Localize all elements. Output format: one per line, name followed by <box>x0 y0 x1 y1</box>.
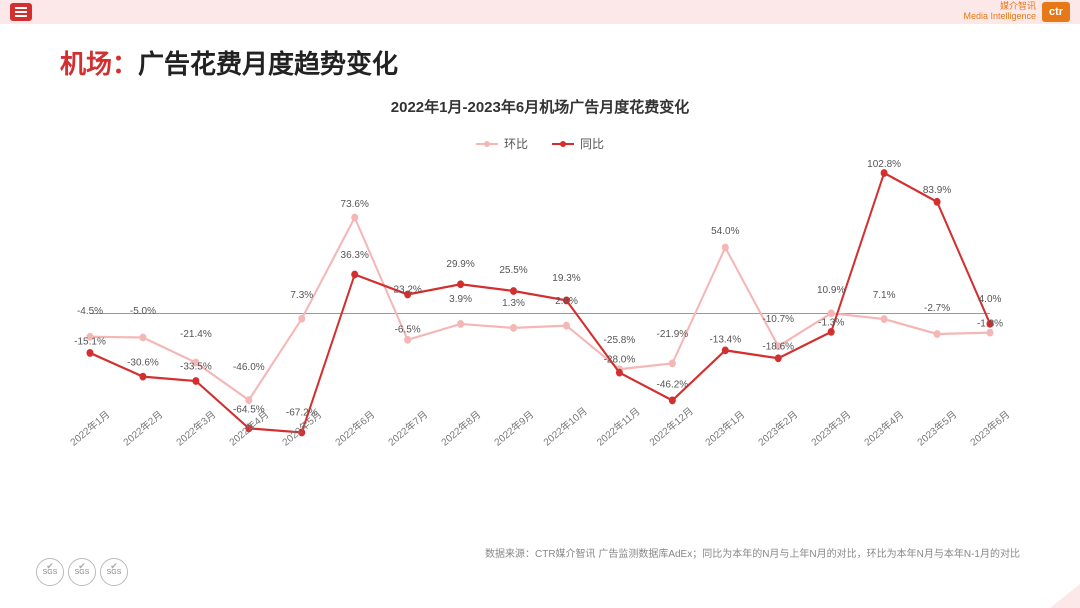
content: 机场：广告花费月度趋势变化 2022年1月-2023年6月机场广告月度花费变化 … <box>0 24 1080 482</box>
datapoint-label: 36.3% <box>341 250 369 261</box>
legend-item-yoy: 同比 <box>552 135 604 152</box>
datapoint-label: 102.8% <box>867 159 901 170</box>
datapoint-label: 23.2% <box>393 284 421 295</box>
brand-logo: ctr <box>1042 2 1070 22</box>
datapoint-label: -2.7% <box>924 303 950 314</box>
datapoint-label: -21.9% <box>657 329 689 340</box>
sgs-badge-icon: SGS <box>68 558 96 586</box>
corner-decoration <box>1050 584 1080 608</box>
datapoint-label: 3.9% <box>449 294 472 305</box>
datapoint-label: -33.5% <box>180 362 212 373</box>
brand: 媒介智讯 Media Intelligence ctr <box>963 2 1070 22</box>
datapoint-label: -28.0% <box>604 354 636 365</box>
datapoint-label: -10.7% <box>762 314 794 325</box>
brand-en: Media Intelligence <box>963 12 1036 22</box>
plot-area: -4.5%-5.0%-21.4%-46.0%7.3%73.6%-6.5%3.9%… <box>90 162 990 452</box>
legend-item-mom: 环比 <box>476 135 528 152</box>
datapoint-label: -30.6% <box>127 358 159 369</box>
sgs-badge-icon: SGS <box>36 558 64 586</box>
legend-swatch-yoy <box>552 143 574 145</box>
datapoint-label: -21.4% <box>180 329 212 340</box>
legend-swatch-mom <box>476 143 498 145</box>
chart: -4.5% -5.0% -21.4% -46.0% 7.3% 73.6% -6.5% 3.9%… <box>60 162 1020 482</box>
footnote: 数据来源：CTR媒介智讯 广告监测数据库AdEx；同比为本年的N月与上年N月的对… <box>485 545 1020 560</box>
datapoint-label: 83.9% <box>923 185 951 196</box>
datapoint-label: -6.5% <box>395 325 421 336</box>
datapoint-label: 73.6% <box>341 199 369 210</box>
chart-legend: 环比 同比 <box>60 135 1020 152</box>
datapoint-label: -1.3% <box>818 318 844 329</box>
datapoint-label: 19.3% <box>552 273 580 284</box>
datapoint-label: -1.8% <box>977 318 1003 329</box>
datapoint-label: 2.8% <box>555 295 578 306</box>
sgs-badge-icon: SGS <box>100 558 128 586</box>
datapoint-label: 10.9% <box>817 284 845 295</box>
datapoint-label: 29.9% <box>446 258 474 269</box>
datapoint-label: -46.2% <box>657 379 689 390</box>
datapoint-label: 54.0% <box>711 225 739 236</box>
certification-badges: SGS SGS SGS <box>36 558 128 586</box>
datapoint-label: -15.1% <box>74 336 106 347</box>
datapoint-label: -46.0% <box>233 362 265 373</box>
datapoint-label: -4.5% <box>77 305 103 316</box>
datapoint-label: -25.8% <box>604 335 636 346</box>
title-rest: 广告花费月度趋势变化 <box>138 49 398 79</box>
datapoint-label: 4.0% <box>979 294 1002 305</box>
datapoint-label: 1.3% <box>502 298 525 309</box>
datapoint-label: 25.5% <box>499 264 527 275</box>
page-title: 机场：广告花费月度趋势变化 <box>60 44 1020 81</box>
datapoint-label: 7.3% <box>290 289 313 300</box>
datapoint-label: -13.4% <box>709 334 741 345</box>
menu-icon[interactable] <box>10 3 32 21</box>
datapoint-label: -18.6% <box>762 341 794 352</box>
chart-subtitle: 2022年1月-2023年6月机场广告月度花费变化 <box>60 96 1020 117</box>
datapoint-label: -5.0% <box>130 306 156 317</box>
topbar: 媒介智讯 Media Intelligence ctr <box>0 0 1080 24</box>
title-highlight: 机场： <box>60 49 138 79</box>
datapoint-label: 7.1% <box>873 290 896 301</box>
